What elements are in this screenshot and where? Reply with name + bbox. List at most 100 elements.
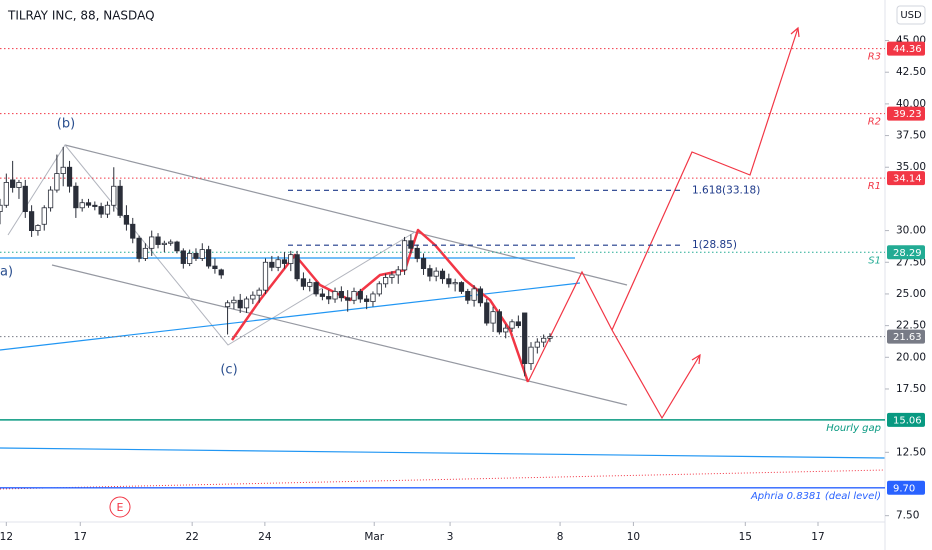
level-price-label: 15.06 (893, 415, 922, 426)
candle-body (534, 341, 540, 348)
candle-body (401, 240, 408, 271)
arrow-head (691, 353, 701, 365)
candle-body (10, 179, 16, 188)
candle-body (427, 268, 433, 277)
y-tick-label: 37.50 (896, 130, 926, 142)
candle-body (22, 185, 28, 212)
candle-body (389, 274, 395, 278)
candle-body (509, 321, 515, 329)
candle-body (541, 337, 547, 343)
candle-body (364, 298, 370, 302)
candle-body (104, 204, 111, 215)
candle-body (193, 252, 199, 259)
candle-body (117, 185, 123, 216)
candle-body (60, 166, 66, 174)
candle-body (382, 277, 389, 285)
candle-body (168, 241, 174, 244)
candle-body (79, 202, 85, 209)
candle-body (35, 225, 41, 231)
level-price-box (887, 41, 925, 56)
candle-body (477, 288, 484, 304)
currency-box[interactable] (896, 5, 926, 25)
level-price-box (887, 480, 925, 495)
candle-body (199, 249, 205, 259)
x-tick-label: Mar (364, 531, 384, 543)
candle-body (313, 282, 319, 295)
candle-body (231, 299, 237, 304)
level-price-label: 9.70 (893, 483, 915, 494)
projection-up (611, 27, 799, 331)
candle-body (307, 282, 313, 287)
candle-body (326, 296, 332, 300)
candle-body (332, 291, 338, 300)
candle-body (357, 291, 363, 300)
wave-label: (c) (220, 363, 237, 378)
level-name: Aphria 0.8381 (deal level) (750, 491, 881, 502)
projection-down (527, 270, 701, 420)
x-tick-label: 24 (258, 531, 272, 543)
candle-body (376, 283, 382, 295)
y-tick-label: 25.00 (896, 288, 926, 300)
candle-body (528, 346, 534, 365)
y-tick-label: 17.50 (896, 383, 926, 395)
candle-body (180, 250, 186, 264)
y-tick-label: 22.50 (896, 320, 926, 332)
candle-body (218, 269, 224, 276)
fib-label: 1(28.85) (692, 239, 737, 251)
candle-body (85, 202, 92, 206)
level-price-label: 44.36 (893, 44, 922, 55)
candle-body (54, 173, 60, 191)
level-price-box (887, 171, 925, 186)
y-tick-label: 35.00 (896, 161, 926, 173)
candle-body (547, 336, 553, 339)
candle-body (205, 249, 212, 267)
candle-body (73, 185, 79, 209)
level-name: Hourly gap (826, 423, 881, 434)
candle-body (275, 259, 281, 268)
level-name: S1 (868, 255, 881, 266)
level-name: R2 (868, 117, 881, 128)
level-price-label: 34.14 (893, 174, 922, 185)
candle-body (123, 214, 130, 225)
candle-body (155, 236, 161, 245)
y-tick-label: 20.00 (896, 351, 926, 363)
candle-body (503, 327, 509, 333)
drawings (0, 26, 886, 518)
candle-body (484, 302, 490, 324)
candle-body (47, 189, 54, 209)
candle-body (187, 252, 193, 264)
x-tick-label: 17 (74, 531, 87, 543)
candle-body (420, 258, 427, 270)
channel-upper (64, 144, 628, 286)
level-price-box (887, 329, 925, 344)
candle-body (345, 297, 351, 301)
candle-body (130, 223, 136, 239)
candle-body (92, 204, 98, 207)
candle-body (149, 236, 155, 249)
candle-body (439, 270, 446, 280)
candle-body (98, 206, 104, 215)
candle-body (142, 247, 149, 259)
candle-body (351, 291, 357, 301)
candle-body (471, 288, 477, 301)
candle-body (465, 291, 471, 301)
candle-body (243, 298, 250, 309)
y-tick-label: 30.00 (896, 225, 926, 237)
x-tick-label: 22 (185, 531, 198, 543)
candle-body (224, 302, 231, 308)
candle-body (522, 312, 528, 365)
x-tick-label: 10 (627, 531, 640, 543)
candle-body (414, 247, 420, 259)
wave-label: a) (0, 265, 13, 280)
level-price-label: 28.29 (893, 248, 922, 259)
red-dotted-trend (0, 469, 886, 490)
x-tick-label: 15 (739, 531, 752, 543)
candle-body (294, 254, 300, 280)
candle-body (237, 299, 243, 309)
candle-body (319, 293, 326, 297)
wave-line (7, 144, 416, 346)
level-price-box (887, 412, 925, 427)
candle-body (174, 241, 180, 252)
candle-body (281, 259, 288, 264)
